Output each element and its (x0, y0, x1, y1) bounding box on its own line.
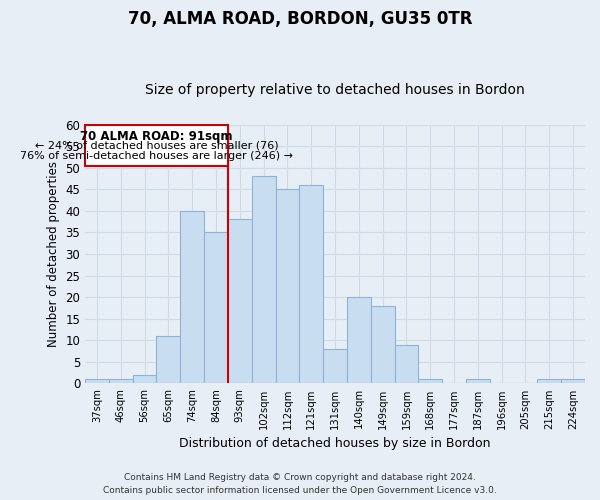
Bar (252, 176, 275, 384)
Text: 70 ALMA ROAD: 91sqm: 70 ALMA ROAD: 91sqm (80, 130, 233, 142)
Bar (133, 375, 157, 384)
Bar (275, 190, 299, 384)
Bar (371, 306, 395, 384)
Text: Contains HM Land Registry data © Crown copyright and database right 2024.
Contai: Contains HM Land Registry data © Crown c… (103, 474, 497, 495)
Text: ← 24% of detached houses are smaller (76): ← 24% of detached houses are smaller (76… (35, 141, 278, 151)
Bar (323, 349, 347, 384)
Bar (466, 379, 490, 384)
Text: 76% of semi-detached houses are larger (246) →: 76% of semi-detached houses are larger (… (20, 152, 293, 162)
Title: Size of property relative to detached houses in Bordon: Size of property relative to detached ho… (145, 83, 525, 97)
Bar (228, 220, 252, 384)
Bar (85, 379, 109, 384)
Bar (109, 379, 133, 384)
Bar (538, 379, 561, 384)
Bar (85, 124, 228, 166)
Bar (395, 344, 418, 384)
Bar (204, 232, 228, 384)
Bar (347, 297, 371, 384)
X-axis label: Distribution of detached houses by size in Bordon: Distribution of detached houses by size … (179, 437, 491, 450)
Bar (561, 379, 585, 384)
Bar (180, 211, 204, 384)
Text: 70, ALMA ROAD, BORDON, GU35 0TR: 70, ALMA ROAD, BORDON, GU35 0TR (128, 10, 472, 28)
Bar (299, 185, 323, 384)
Bar (157, 336, 180, 384)
Bar (418, 379, 442, 384)
Y-axis label: Number of detached properties: Number of detached properties (47, 161, 60, 347)
